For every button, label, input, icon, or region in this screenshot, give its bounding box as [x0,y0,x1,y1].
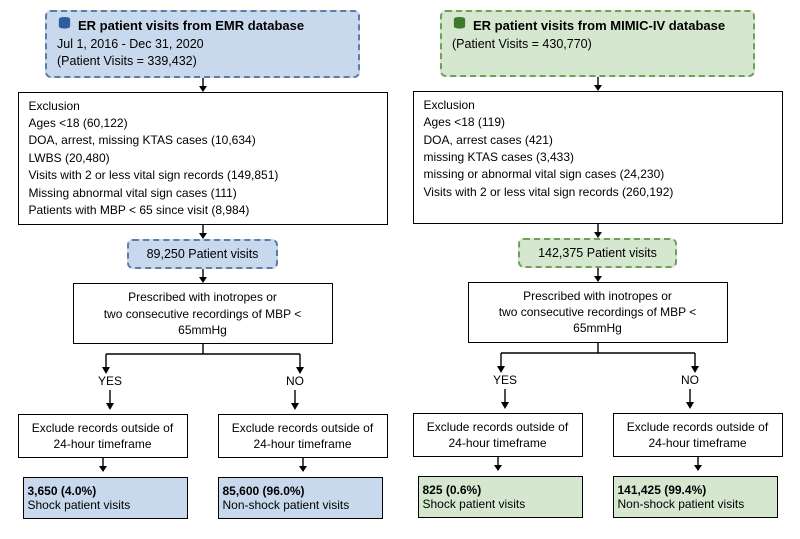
emr-nonshock-label: Non-shock patient visits [223,498,378,512]
emr-criteria-line: Prescribed with inotropes or [82,289,324,305]
emr-yes-side: YES [28,374,193,414]
emr-shock-count: 3,650 (4.0%) [28,484,183,498]
mimic-patient-visits: 142,375 Patient visits [538,246,657,260]
emr-criteria-box: Prescribed with inotropes or two consecu… [73,283,333,344]
mimic-no-side: NO [608,373,773,413]
emr-yes-label: YES [98,374,122,388]
emr-visits-line: (Patient Visits = 339,432) [57,53,348,70]
arrow-down-icon [96,458,110,472]
emr-no-side: NO [213,374,378,414]
emr-patient-visits: 89,250 Patient visits [147,247,259,261]
mimic-results-row: 825 (0.6%) Shock patient visits 141,425 … [413,476,783,518]
mimic-yes-label: YES [493,373,517,387]
emr-exclusion-item: LWBS (20,480) [29,150,377,167]
mimic-header-box: ER patient visits from MIMIC-IV database… [440,10,755,77]
arrow-down-icon [196,78,210,92]
mimic-exclude-line: 24-hour timeframe [422,435,574,451]
database-icon [57,16,72,36]
mimic-title: ER patient visits from MIMIC-IV database [473,17,725,35]
mimic-exclude-line: Exclude records outside of [622,419,774,435]
arrow-down-icon [288,390,302,410]
mimic-split-arrows [413,343,783,373]
mimic-exclude-line: Exclude records outside of [422,419,574,435]
emr-exclude-line: 24-hour timeframe [27,436,179,452]
emr-exclusion-item: Visits with 2 or less vital sign records… [29,167,377,184]
mimic-exclusion-box: Exclusion Ages <18 (119) DOA, arrest cas… [413,91,783,224]
emr-exclusion-item: Ages <18 (60,122) [29,115,377,132]
arrow-down-icon [196,225,210,239]
spacer [452,53,743,69]
mimic-shock-count: 825 (0.6%) [423,483,578,497]
arrow-down-icon [691,457,705,471]
mimic-exclude-line: 24-hour timeframe [622,435,774,451]
emr-exclusion-item: Patients with MBP < 65 since visit (8,98… [29,202,377,219]
emr-split-arrows [18,344,388,374]
mimic-nonshock-label: Non-shock patient visits [618,497,773,511]
mimic-title-row: ER patient visits from MIMIC-IV database [452,16,725,36]
emr-patient-visits-box: 89,250 Patient visits [127,239,279,269]
emr-exclude-line: Exclude records outside of [27,420,179,436]
flowchart-container: ER patient visits from EMR database Jul … [10,10,790,519]
arrow-down-icon [591,268,605,282]
arrow-down-icon [498,389,512,409]
mimic-nonshock-count: 141,425 (99.4%) [618,483,773,497]
emr-shock-label: Shock patient visits [28,498,183,512]
emr-date-range: Jul 1, 2016 - Dec 31, 2020 [57,36,348,53]
emr-exclusion-item: Missing abnormal vital sign cases (111) [29,185,377,202]
emr-shock-result-box: 3,650 (4.0%) Shock patient visits [23,477,188,519]
mimic-shock-label: Shock patient visits [423,497,578,511]
mimic-criteria-box: Prescribed with inotropes or two consecu… [468,282,728,343]
mimic-patient-visits-box: 142,375 Patient visits [518,238,677,268]
emr-exclude-box: Exclude records outside of 24-hour timef… [18,414,188,458]
mimic-nonshock-result-box: 141,425 (99.4%) Non-shock patient visits [613,476,778,518]
arrow-down-icon [591,77,605,91]
mimic-exclusion-item: missing or abnormal vital sign cases (24… [424,166,772,183]
emr-header-box: ER patient visits from EMR database Jul … [45,10,360,78]
arrow-down-icon [103,390,117,410]
arrow-down-icon [491,457,505,471]
emr-exclude-line: Exclude records outside of [227,420,379,436]
emr-exclude-box: Exclude records outside of 24-hour timef… [218,414,388,458]
emr-flow: ER patient visits from EMR database Jul … [18,10,388,519]
mimic-yes-side: YES [423,373,588,413]
emr-exclusion-title: Exclusion [29,98,377,115]
spacer [424,201,772,218]
emr-exclude-row: Exclude records outside of 24-hour timef… [18,414,388,458]
emr-yesno-row: YES NO [18,374,388,414]
mimic-exclusion-item: missing KTAS cases (3,433) [424,149,772,166]
emr-exclude-line: 24-hour timeframe [227,436,379,452]
emr-arrows-row [18,458,388,477]
mimic-yesno-row: YES NO [413,373,783,413]
mimic-exclude-box: Exclude records outside of 24-hour timef… [413,413,583,457]
mimic-arrows-row [413,457,783,476]
mimic-no-label: NO [681,373,699,387]
mimic-exclude-row: Exclude records outside of 24-hour timef… [413,413,783,457]
mimic-shock-result-box: 825 (0.6%) Shock patient visits [418,476,583,518]
mimic-exclusion-item: DOA, arrest cases (421) [424,132,772,149]
emr-title: ER patient visits from EMR database [78,17,304,35]
database-icon [452,16,467,36]
emr-title-row: ER patient visits from EMR database [57,16,304,36]
mimic-flow: ER patient visits from MIMIC-IV database… [413,10,783,519]
arrow-down-icon [591,224,605,238]
mimic-exclude-box: Exclude records outside of 24-hour timef… [613,413,783,457]
mimic-exclusion-item: Visits with 2 or less vital sign records… [424,184,772,201]
mimic-exclusion-item: Ages <18 (119) [424,114,772,131]
arrow-down-icon [196,269,210,283]
emr-exclusion-box: Exclusion Ages <18 (60,122) DOA, arrest,… [18,92,388,226]
emr-exclusion-item: DOA, arrest, missing KTAS cases (10,634) [29,132,377,149]
emr-results-row: 3,650 (4.0%) Shock patient visits 85,600… [18,477,388,519]
emr-nonshock-count: 85,600 (96.0%) [223,484,378,498]
emr-criteria-line: two consecutive recordings of MBP < 65mm… [82,306,324,338]
mimic-visits-line: (Patient Visits = 430,770) [452,36,743,53]
mimic-exclusion-title: Exclusion [424,97,772,114]
arrow-down-icon [296,458,310,472]
emr-no-label: NO [286,374,304,388]
mimic-criteria-line: Prescribed with inotropes or [477,288,719,304]
mimic-criteria-line: two consecutive recordings of MBP < 65mm… [477,304,719,336]
arrow-down-icon [683,389,697,409]
emr-nonshock-result-box: 85,600 (96.0%) Non-shock patient visits [218,477,383,519]
